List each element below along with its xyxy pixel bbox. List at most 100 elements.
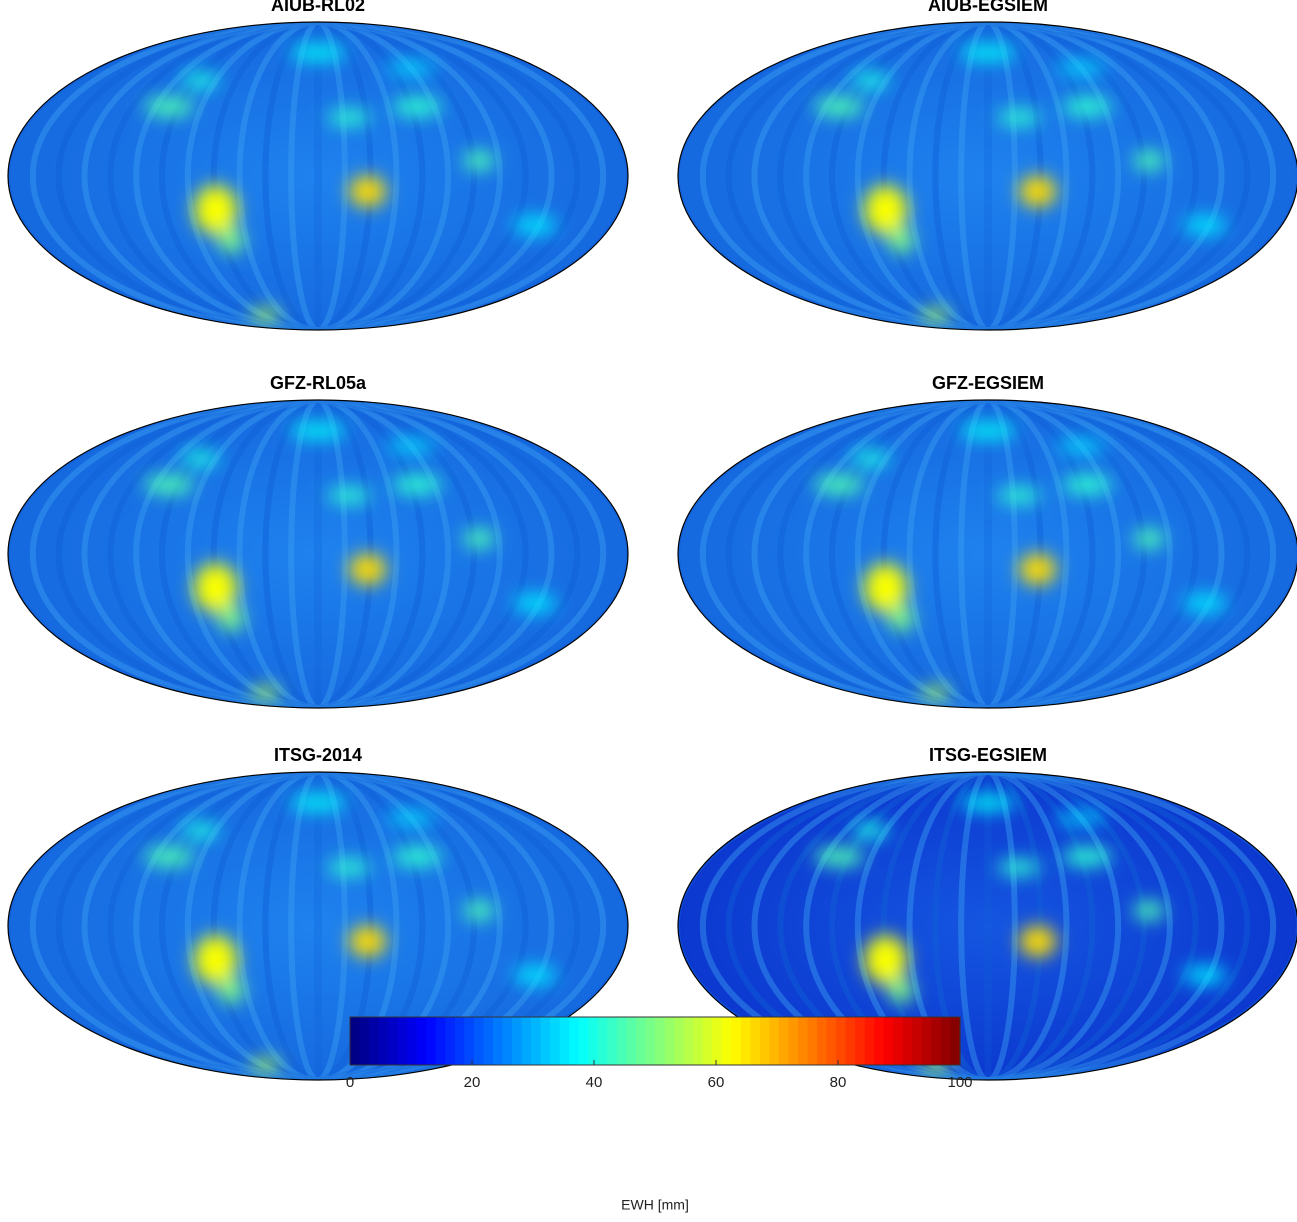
streak <box>751 22 1225 330</box>
colorbar-step <box>569 1017 580 1065</box>
signal-blob <box>463 901 495 920</box>
colorbar-tick-label: 100 <box>947 1074 972 1091</box>
streak <box>314 22 322 330</box>
streak <box>262 400 374 708</box>
signal-blob <box>888 606 914 631</box>
signal-blob <box>814 97 864 116</box>
streak <box>29 772 607 1080</box>
colorbar-step <box>883 1017 894 1065</box>
streak <box>880 400 1096 708</box>
signal-blob <box>349 926 387 957</box>
streak <box>854 22 1122 330</box>
colorbar-step <box>540 1017 551 1065</box>
streak <box>184 772 452 1080</box>
colorbar-step <box>492 1017 504 1065</box>
signal-blob <box>1019 554 1057 585</box>
streak <box>210 22 426 330</box>
signal-blob <box>290 423 346 439</box>
signal-blob <box>218 978 244 1003</box>
streak <box>288 400 348 708</box>
streak <box>55 400 581 708</box>
colorbar-step <box>426 1017 437 1065</box>
map-field <box>678 400 1297 708</box>
streak <box>55 22 581 330</box>
signal-blob <box>249 308 281 321</box>
streak <box>210 772 426 1080</box>
signal-blob <box>1062 97 1112 116</box>
colorbar-step <box>378 1017 389 1065</box>
colorbar-step <box>874 1017 885 1065</box>
signal-blob <box>1133 151 1165 170</box>
colorbar-step <box>407 1017 418 1065</box>
streak <box>777 772 1199 1080</box>
map-outline <box>677 21 1297 331</box>
streak <box>932 772 1044 1080</box>
streak <box>288 22 348 330</box>
streak <box>880 22 1096 330</box>
signal-blob <box>290 795 346 811</box>
streak <box>829 400 1147 708</box>
streak <box>932 22 1044 330</box>
colorbar-step <box>845 1017 856 1065</box>
map-field <box>678 772 1297 1080</box>
colorbar-step <box>826 1017 837 1065</box>
streak <box>236 22 400 330</box>
streak <box>262 22 374 330</box>
colorbar-step <box>893 1017 904 1065</box>
signal-blob <box>386 440 436 453</box>
colorbar-step <box>750 1017 761 1065</box>
streak <box>906 22 1070 330</box>
streak <box>133 772 503 1080</box>
streak <box>803 772 1173 1080</box>
colorbar-step <box>416 1017 427 1065</box>
map-field <box>8 400 628 708</box>
streak <box>107 400 529 708</box>
streak <box>932 400 1044 708</box>
streak <box>262 22 374 330</box>
streak <box>159 400 477 708</box>
signal-blob <box>997 109 1041 126</box>
streak <box>854 772 1122 1080</box>
signal-blob <box>1019 926 1057 957</box>
streak <box>777 22 1199 330</box>
streak <box>906 400 1070 708</box>
colorbar-step <box>921 1017 933 1065</box>
streak <box>829 22 1147 330</box>
signal-blob <box>1062 475 1112 494</box>
streak <box>699 772 1277 1080</box>
streak <box>236 400 400 708</box>
colorbar-step <box>597 1017 608 1065</box>
colorbar-step <box>473 1017 485 1065</box>
colorbar-tick-label: 80 <box>830 1074 847 1091</box>
streak <box>184 400 452 708</box>
signal-blob <box>919 686 951 699</box>
map-outline <box>7 399 629 709</box>
colorbar-step <box>912 1017 923 1065</box>
colorbar-step <box>769 1017 780 1065</box>
colorbar-step <box>445 1017 456 1065</box>
map-panel: GFZ-RL05a <box>7 373 629 709</box>
signal-blob <box>513 594 557 613</box>
colorbar-step <box>626 1017 637 1065</box>
signal-blob <box>290 45 346 61</box>
streak <box>262 772 374 1080</box>
streak <box>29 400 607 708</box>
map-panel: AIUB-RL02 <box>7 0 629 331</box>
streak <box>81 772 555 1080</box>
streak <box>81 772 555 1080</box>
signal-blob <box>864 935 908 985</box>
colorbar-step <box>902 1017 913 1065</box>
signal-blob <box>513 216 557 235</box>
streak <box>262 772 374 1080</box>
colorbar-step <box>350 1017 361 1065</box>
streak <box>699 400 1277 708</box>
signal-blob <box>249 1058 281 1071</box>
signal-blob <box>327 859 371 876</box>
streak <box>159 22 477 330</box>
streak <box>751 400 1225 708</box>
streak <box>107 22 529 330</box>
streak <box>314 400 322 708</box>
signal-blob <box>919 308 951 321</box>
streak <box>133 400 503 708</box>
streak <box>159 772 477 1080</box>
